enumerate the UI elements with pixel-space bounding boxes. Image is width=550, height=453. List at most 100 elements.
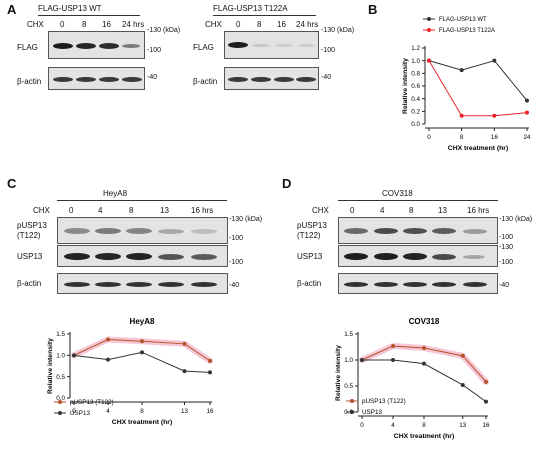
blot-strip (338, 217, 498, 244)
data-point (106, 357, 110, 362)
mw-marker: -130 (kDa) (321, 27, 355, 34)
y-tick-label: 0.6 (411, 83, 420, 90)
cond-label: 0 (236, 20, 241, 29)
panel-label-a: A (7, 2, 17, 17)
x-tick-label: 13 (181, 408, 189, 415)
mw-marker: -40 (321, 74, 332, 81)
x-tick-label: 13 (459, 422, 467, 429)
y-tick-label: 1.0 (344, 357, 353, 364)
legend-label: FLAG-USP13 WT (439, 17, 487, 23)
data-point (391, 343, 395, 348)
row-label: β-actin (297, 279, 322, 288)
data-point (422, 361, 426, 366)
data-point (484, 399, 488, 404)
data-point (492, 113, 497, 118)
y-tick-label: 0.4 (411, 96, 420, 103)
legend-marker (427, 28, 431, 32)
legend-label: pUSP13 (T122) (362, 398, 406, 405)
chx-label: CHX (27, 20, 44, 29)
x-tick-label: 0 (427, 134, 431, 141)
mw-marker: -100 (147, 47, 162, 54)
y-tick-label: 1.0 (56, 353, 65, 360)
data-point (460, 353, 465, 358)
mw-marker: -100 (499, 234, 514, 241)
row-label: β-actin (17, 77, 42, 86)
x-tick-label: 0 (360, 422, 364, 429)
row-label: USP13 (297, 252, 323, 261)
panel-label-d: D (282, 176, 292, 191)
chx-label: CHX (312, 206, 329, 215)
panel-label-b: B (368, 2, 378, 17)
panel-label-c: C (7, 176, 17, 191)
cond-label: 24 hrs (122, 20, 145, 29)
data-point (106, 337, 110, 342)
legend-label: USP13 (70, 410, 90, 417)
mw-marker: -40 (499, 282, 510, 289)
chart-b: 0.0 0.2 0.4 0.6 0.8 1.0 1.2 0 8 16 24 CHX treatment… (402, 17, 531, 152)
legend-label: USP13 (362, 409, 382, 416)
legend-marker (427, 17, 431, 21)
mw-marker: -40 (229, 282, 240, 289)
cond-label: 13 (160, 206, 169, 215)
mw-marker: -100 (499, 259, 514, 266)
x-tick-label: 4 (106, 408, 110, 415)
y-tick-label: 1.2 (411, 45, 420, 52)
cond-label: 0 (60, 20, 65, 29)
cond-label: 16 (277, 20, 286, 29)
chart-c: HeyA8 0.0 0.5 1.0 1.5 0 4 8 13 16 CHX treatment (h… (47, 317, 214, 426)
row-label: pUSP13 (T122) (297, 221, 327, 240)
chart-title: COV318 (409, 317, 440, 326)
blot-strip (57, 273, 228, 294)
row-label: FLAG (193, 43, 214, 52)
cond-label: 4 (380, 206, 385, 215)
data-point (140, 339, 144, 344)
mw-marker: -130 (kDa) (229, 216, 263, 223)
blot-strip (48, 31, 145, 59)
blot-strip (338, 245, 498, 267)
mw-marker: -100 (229, 259, 244, 266)
y-axis-label: Relative intensity (402, 58, 409, 114)
y-tick-label: 0.0 (411, 121, 420, 128)
cond-label: 8 (82, 20, 87, 29)
blot-strip (224, 31, 319, 59)
y-tick-label: 0.2 (411, 109, 420, 116)
y-tick-label: 0.0 (56, 395, 65, 402)
cond-label: 16 hrs (467, 206, 490, 215)
chart-title: HeyA8 (130, 317, 155, 326)
legend-marker (58, 411, 62, 415)
series-line (73, 351, 211, 373)
mw-marker: -100 (229, 235, 244, 242)
row-label: β-actin (193, 77, 218, 86)
x-tick-label: 4 (391, 422, 395, 429)
cell-line-label: HeyA8 (103, 189, 128, 198)
cond-label: 13 (438, 206, 447, 215)
data-point (208, 370, 212, 375)
legend-label: pUSP13 (T122) (70, 399, 114, 406)
x-tick-label: 8 (422, 422, 426, 429)
data-point (422, 346, 426, 351)
data-point (459, 68, 464, 73)
cond-label: 4 (98, 206, 103, 215)
row-label: USP13 (17, 252, 43, 261)
x-tick-label: 16 (482, 422, 490, 429)
y-tick-label: 0.5 (56, 374, 65, 381)
data-point (460, 382, 465, 387)
x-tick-label: 24 (523, 134, 531, 141)
data-point (427, 58, 431, 63)
x-axis-label: CHX treatment (hr) (448, 145, 508, 152)
mw-marker: -130 (kDa) (499, 216, 533, 223)
cond-label: 16 (102, 20, 111, 29)
cond-label: 0 (69, 206, 74, 215)
cell-line-label: COV318 (382, 189, 413, 198)
x-tick-label: 0 (72, 408, 76, 415)
y-tick-label: 0.0 (344, 409, 353, 416)
y-axis-label: Relative intensity (47, 338, 54, 394)
chx-label: CHX (33, 206, 50, 215)
blot-strip (57, 217, 228, 244)
data-point (391, 358, 395, 362)
blot-strip (48, 67, 145, 90)
data-point (72, 353, 76, 358)
blot-strip (224, 67, 319, 90)
blot-strip (57, 245, 228, 267)
y-tick-label: 1.0 (411, 58, 420, 65)
